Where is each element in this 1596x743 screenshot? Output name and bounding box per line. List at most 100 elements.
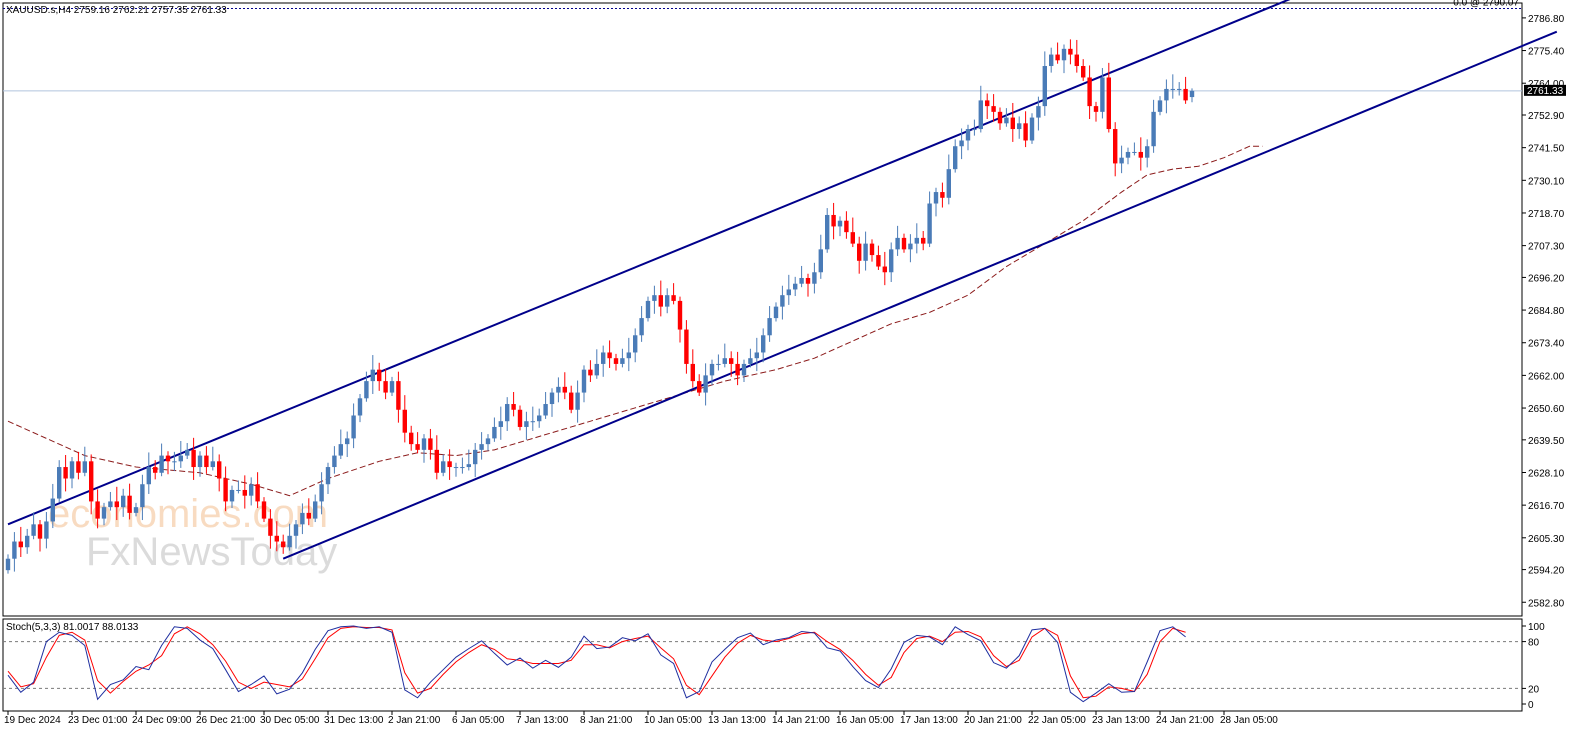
candle-body <box>735 363 740 376</box>
candle <box>332 446 337 474</box>
candle <box>780 285 785 320</box>
candle <box>69 457 75 489</box>
price-tick-label: 2639.50 <box>1528 436 1565 447</box>
candle <box>306 498 311 526</box>
candle <box>588 360 593 382</box>
candle-body <box>357 398 363 416</box>
candle <box>613 353 619 371</box>
candle-body <box>441 461 446 473</box>
candle-body <box>729 358 734 364</box>
candle <box>722 343 727 368</box>
candle-body <box>524 421 529 427</box>
candle-body <box>108 501 113 508</box>
candle-body <box>620 358 625 364</box>
candle <box>1068 39 1073 65</box>
candle-body <box>165 455 171 462</box>
candle <box>652 285 657 314</box>
candle <box>767 306 772 342</box>
candle-body <box>140 484 145 508</box>
candle <box>492 417 497 442</box>
candle <box>249 477 254 506</box>
candle-body <box>1113 129 1118 164</box>
candle <box>261 497 267 523</box>
time-tick-label: 24 Dec 09:00 <box>132 715 192 726</box>
candle-body <box>133 507 139 513</box>
candle-body <box>825 214 830 250</box>
candle-body <box>306 512 311 519</box>
candle <box>1189 88 1195 103</box>
candle-body <box>933 192 939 204</box>
candle-body <box>607 352 612 359</box>
price-tick-label: 2718.70 <box>1528 209 1565 220</box>
candle <box>1170 74 1175 99</box>
candle <box>1074 39 1079 73</box>
candle <box>1036 96 1041 131</box>
candle-body <box>1023 123 1028 141</box>
candle <box>44 512 49 549</box>
candle-body <box>530 421 535 423</box>
candle-body <box>223 478 228 502</box>
candle <box>217 454 222 492</box>
candle-body <box>684 329 689 364</box>
candle <box>274 521 279 552</box>
candle <box>933 187 939 217</box>
candle <box>82 446 87 477</box>
time-tick-label: 14 Jan 21:00 <box>772 715 830 726</box>
price-tick-label: 2662.00 <box>1528 371 1565 382</box>
candle-body <box>325 467 331 485</box>
candle-body <box>658 295 663 307</box>
candle-body <box>748 358 753 364</box>
candle <box>991 94 996 122</box>
candle-body <box>172 461 177 463</box>
candle-body <box>217 461 222 479</box>
candle-body <box>473 449 478 465</box>
candle <box>95 489 100 529</box>
candle <box>927 191 932 248</box>
candle-body <box>1189 90 1195 98</box>
fib-label: 0.0 @ 2790.07 <box>1453 0 1519 9</box>
candle <box>185 442 190 460</box>
time-tick-label: 31 Dec 13:00 <box>324 715 384 726</box>
candle-body <box>37 524 43 539</box>
candle-body <box>25 535 30 548</box>
candle-body <box>537 415 542 422</box>
candle <box>1113 122 1118 177</box>
candle-body <box>1010 117 1015 130</box>
candle <box>741 359 747 382</box>
candle-body <box>69 461 75 479</box>
candle <box>1164 79 1169 114</box>
candle-body <box>581 369 587 393</box>
candle <box>153 460 158 480</box>
candle-body <box>293 524 299 536</box>
candle <box>908 234 913 263</box>
candle <box>505 397 510 431</box>
candle <box>697 374 702 397</box>
stoch-tick-label: 80 <box>1528 638 1540 649</box>
time-tick-label: 6 Jan 05:00 <box>452 715 505 726</box>
candle-body <box>1106 77 1111 130</box>
candle <box>985 93 990 120</box>
candle <box>210 446 215 471</box>
candle-body <box>345 438 350 445</box>
candle-body <box>319 484 324 502</box>
candle-body <box>959 140 964 147</box>
candle <box>1004 108 1009 127</box>
candle <box>703 363 708 406</box>
candle-body <box>895 237 900 250</box>
candle <box>191 437 196 480</box>
candle <box>377 362 382 391</box>
candle-body <box>1183 88 1188 101</box>
candles <box>5 39 1195 574</box>
stoch-label: Stoch(5,3,3) 81.0017 88.0133 <box>6 622 139 633</box>
price-tick-label: 2684.80 <box>1528 306 1565 317</box>
price-tick-label: 2673.40 <box>1528 339 1565 350</box>
price-tick-label: 2650.60 <box>1528 404 1565 415</box>
stochastic-oscillator: 100 80 20 0 <box>3 622 1545 711</box>
candle <box>76 451 81 480</box>
candle <box>1023 111 1028 148</box>
candle-body <box>869 243 875 256</box>
candle-body <box>997 111 1003 124</box>
candle-body <box>921 237 926 244</box>
candle <box>409 425 414 451</box>
candle-body <box>722 358 727 364</box>
